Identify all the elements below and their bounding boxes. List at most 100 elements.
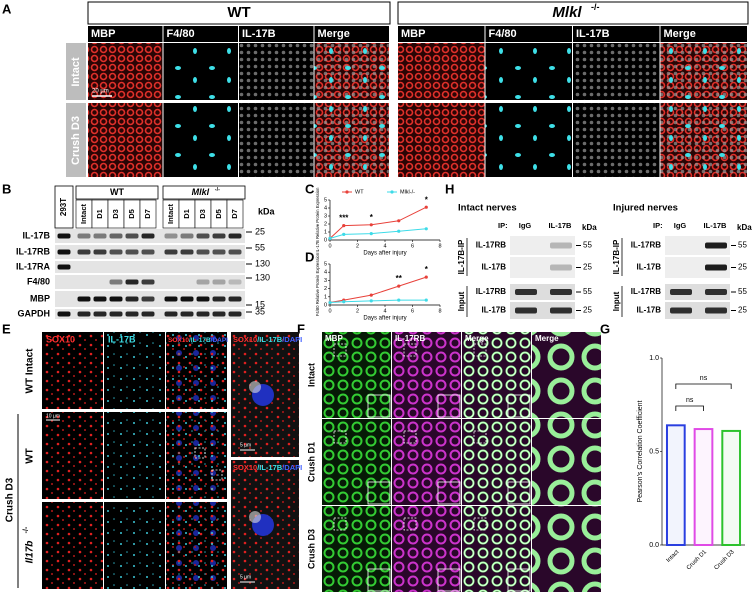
- blot-band: [196, 249, 210, 255]
- x-tick-label: 8: [438, 243, 441, 249]
- blot-band: [212, 311, 226, 317]
- blot-band: [109, 296, 123, 302]
- panel-letter: G: [600, 321, 610, 336]
- data-point: [424, 298, 428, 302]
- data-point: [342, 232, 346, 236]
- significance: **: [396, 274, 403, 283]
- blot-bg: [510, 302, 575, 319]
- blot-band: [77, 296, 91, 302]
- blot-band: [196, 296, 210, 302]
- blot-band: [164, 249, 178, 255]
- data-point: [397, 229, 401, 233]
- micrograph-layer: [660, 43, 747, 100]
- blot-band: [57, 249, 71, 255]
- blot-band: [93, 311, 107, 317]
- blot-band: [550, 307, 572, 314]
- micrograph: [398, 103, 485, 177]
- blot-band: [109, 311, 123, 317]
- scale-bar-label: 5 µm: [240, 442, 251, 448]
- lane-label: IL-17B: [704, 221, 728, 230]
- micrograph: [392, 332, 461, 418]
- marker-label: 25: [255, 226, 265, 236]
- blot-band: [705, 289, 727, 295]
- micrograph: [462, 506, 531, 592]
- row-label: IL-17RB: [476, 287, 506, 296]
- row-label: Crush D3: [306, 529, 316, 569]
- micrograph-layer: [573, 43, 660, 100]
- blot-band: [125, 249, 139, 255]
- blot-band: [212, 279, 226, 285]
- group-name: Mlkl: [552, 4, 582, 21]
- blot-band: [141, 279, 155, 285]
- zoom-box: [473, 343, 487, 357]
- blot-band: [57, 264, 71, 270]
- zoom-box: [403, 430, 417, 444]
- blot-band: [515, 307, 537, 314]
- blot-title: Injured nerves: [613, 203, 678, 214]
- lane-box: [226, 199, 244, 229]
- marker-label: 25: [738, 306, 747, 315]
- micrograph: [88, 43, 163, 100]
- y-tick-label: 0.5: [649, 448, 659, 455]
- micrograph-layer: [485, 43, 572, 100]
- x-tick-label: 0: [328, 308, 331, 314]
- x-tick-label: 4: [383, 308, 386, 314]
- row-label: WT: [25, 448, 36, 464]
- inset: [367, 481, 391, 505]
- inset: [367, 394, 391, 418]
- blot-band: [164, 311, 178, 317]
- row-label: Crush D3: [70, 116, 82, 165]
- blot-band: [228, 249, 242, 255]
- marker-label: 55: [738, 287, 747, 296]
- significance: *: [370, 213, 374, 222]
- x-tick-label: 6: [411, 308, 414, 314]
- blot-band: [93, 233, 107, 239]
- row-label: Crush D3: [5, 477, 16, 522]
- blot-band: [180, 296, 194, 302]
- micrograph-layer: [104, 502, 165, 589]
- blot-band: [109, 249, 123, 255]
- lane-box: [139, 199, 157, 229]
- blot-bg: [510, 257, 575, 278]
- x-tick-label: Crush D3: [714, 549, 737, 572]
- lane-label: D5: [214, 209, 223, 219]
- micrograph-layer: [42, 332, 103, 409]
- blot-band: [125, 311, 139, 317]
- blot-band: [180, 249, 194, 255]
- data-point: [342, 300, 346, 304]
- x-tick-label: 8: [438, 308, 441, 314]
- marker-label: 25: [583, 306, 592, 315]
- column-header: MBP: [91, 28, 115, 40]
- column-header-bg: [573, 26, 660, 42]
- blot-band: [212, 296, 226, 302]
- row-label: IL-17B: [637, 306, 662, 315]
- row-label: IL-17B: [482, 306, 507, 315]
- micrograph: [392, 506, 461, 592]
- y-axis-label: Pearson's Correlation Coefficient: [637, 400, 644, 502]
- zoom-box: [333, 430, 347, 444]
- blot-band: [141, 233, 155, 239]
- micrograph: [88, 103, 163, 177]
- blot-band: [77, 233, 91, 239]
- section-label: IL-17B-IP: [612, 239, 621, 274]
- data-point: [369, 293, 373, 297]
- row-label-bg: [66, 43, 86, 100]
- micrograph-layer: [485, 103, 572, 177]
- blot-band: [141, 296, 155, 302]
- y-tick-label: 1.0: [649, 355, 659, 362]
- bar: [665, 424, 686, 547]
- column-header: IL-17RB: [395, 334, 425, 343]
- data-point: [424, 275, 428, 279]
- x-tick-label: 2: [356, 308, 359, 314]
- column-header: Merge: [318, 28, 350, 40]
- group-name: WT: [227, 4, 250, 21]
- row-label-bg: [66, 103, 86, 177]
- blot-band: [125, 279, 139, 285]
- column-header: Merge: [465, 334, 489, 343]
- significance: ***: [339, 214, 349, 223]
- panel-letter: H: [445, 181, 454, 196]
- micrograph: [532, 506, 601, 592]
- column-header-bg: [485, 26, 572, 42]
- y-tick-label: 0: [324, 302, 327, 308]
- group-box: [87, 1, 391, 25]
